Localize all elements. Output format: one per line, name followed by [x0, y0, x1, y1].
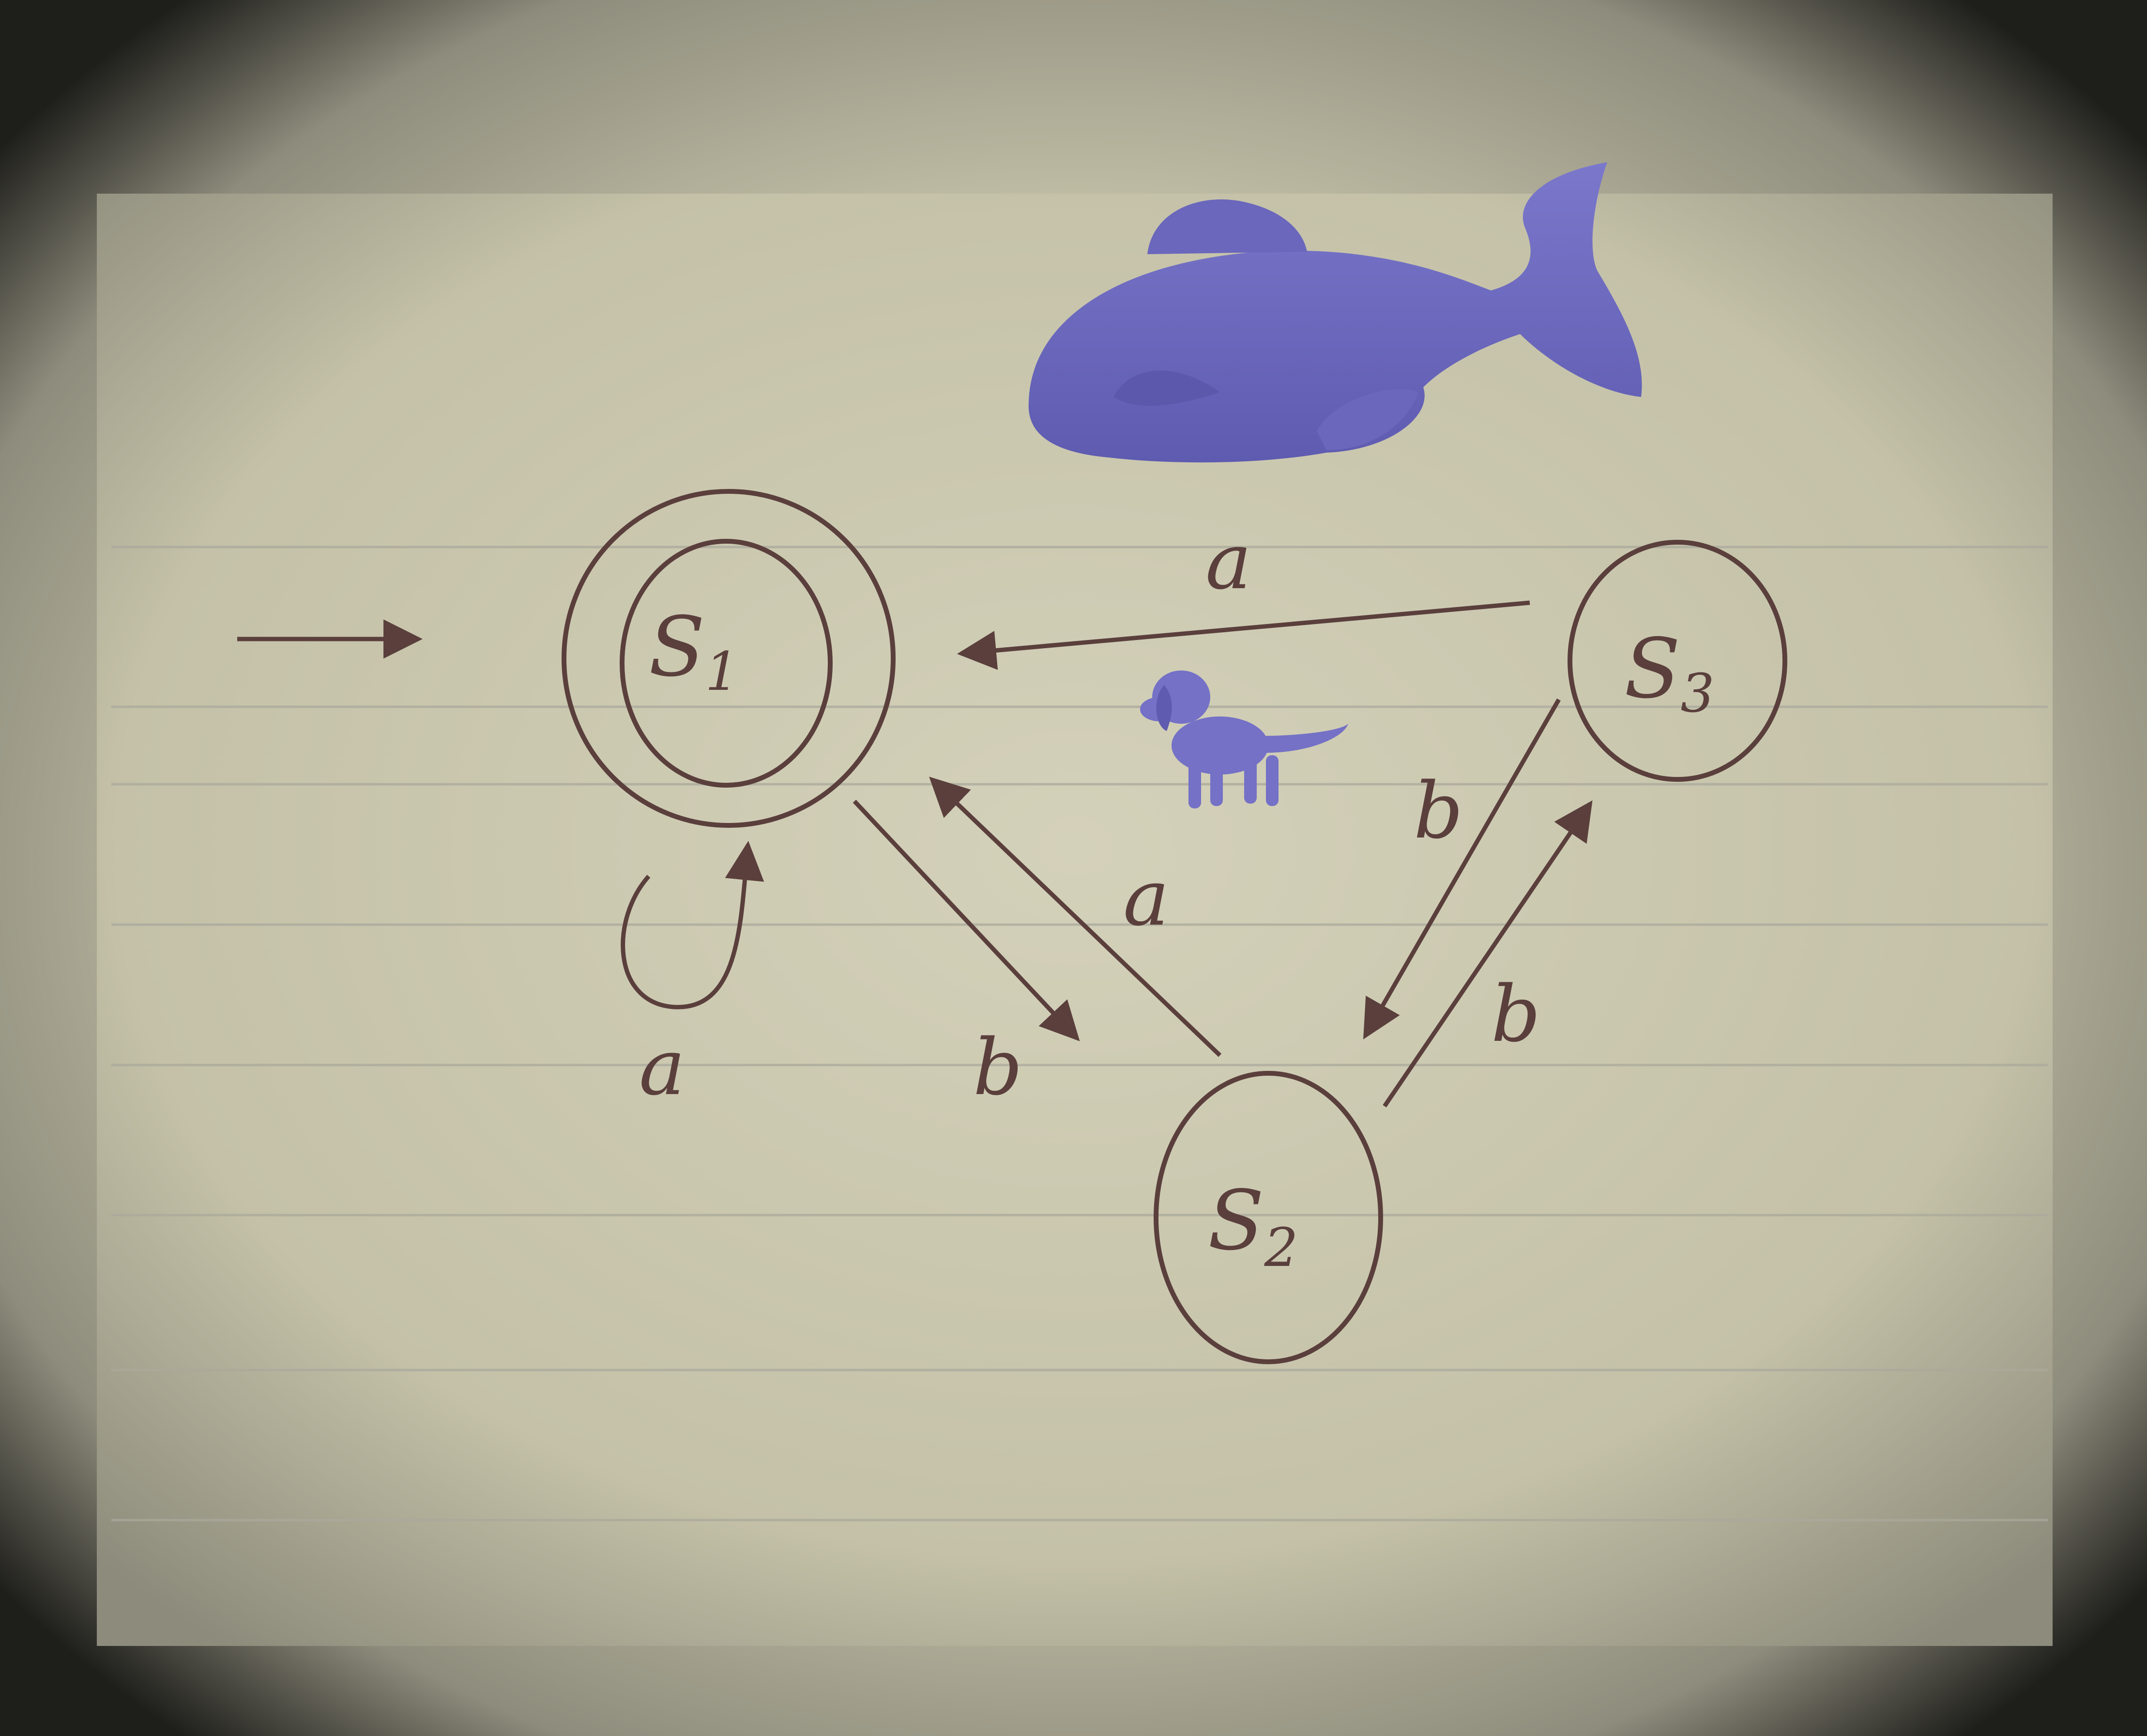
transition-s2-s3 [1383, 800, 1593, 1108]
label-s3-s2: b [1414, 765, 1463, 856]
label-s2-s3: b [1491, 969, 1540, 1059]
label-s3-s1: a [1205, 516, 1251, 607]
state-s2-circle [1154, 1071, 1383, 1364]
dog-sticker [1140, 670, 1348, 808]
label-s1-s1: a [639, 1022, 685, 1112]
state-s3-label: S3 [1624, 621, 1714, 724]
transition-s3-s1 [957, 600, 1530, 670]
transition-s2-s1 [929, 777, 1222, 1057]
state-s1-label: S1 [649, 599, 739, 702]
state-s1-outer-circle [562, 489, 896, 828]
transition-s1-s1-loop [621, 840, 764, 1009]
state-s2-label: S2 [1208, 1173, 1298, 1279]
transition-s1-s2 [853, 799, 1080, 1041]
transition-s3-s2 [1363, 698, 1561, 1040]
label-s1-s2: b [973, 1022, 1022, 1112]
label-s2-s1: a [1123, 853, 1169, 943]
state-s1 [562, 489, 896, 828]
whale-sticker [1028, 162, 1642, 463]
ruled-lines [111, 546, 2048, 1522]
state-s2 [1154, 1071, 1383, 1364]
state-s3-circle [1568, 540, 1787, 782]
state-s3 [1568, 540, 1787, 782]
state-s1-inner-circle [620, 539, 833, 788]
